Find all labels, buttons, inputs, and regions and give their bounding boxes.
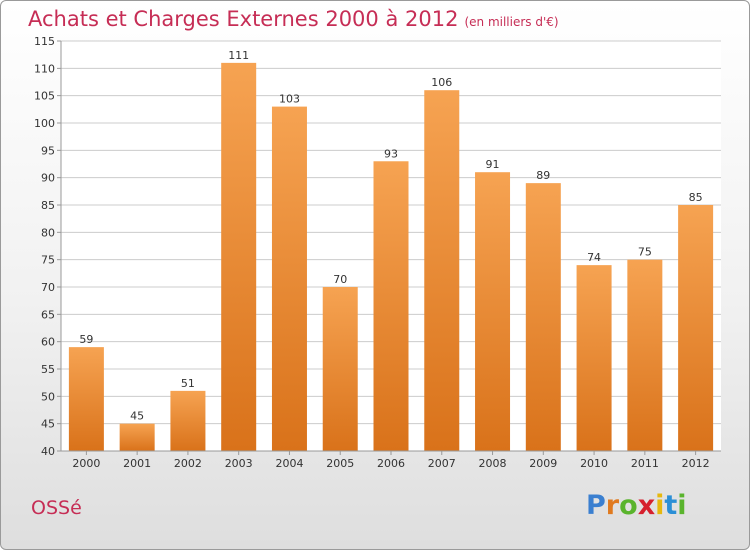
- y-tick-label: 55: [41, 363, 55, 376]
- bar-2008: [475, 172, 511, 451]
- y-tick-label: 90: [41, 172, 55, 185]
- x-tick-label: 2006: [377, 457, 405, 470]
- y-tick-label: 40: [41, 445, 55, 458]
- data-label: 85: [689, 191, 703, 204]
- title-text: Achats et Charges Externes 2000 à 2012: [28, 7, 459, 31]
- logo-letter: o: [619, 490, 638, 521]
- x-tick-label: 2009: [529, 457, 557, 470]
- data-label: 51: [181, 377, 195, 390]
- x-tick-label: 2007: [428, 457, 456, 470]
- y-tick-label: 110: [34, 62, 55, 75]
- data-label: 103: [279, 93, 300, 106]
- y-tick-label: 85: [41, 199, 55, 212]
- x-tick-label: 2001: [123, 457, 151, 470]
- bar-2011: [627, 259, 663, 451]
- chart-title: Achats et Charges Externes 2000 à 2012 (e…: [28, 7, 559, 31]
- x-tick-label: 2002: [174, 457, 202, 470]
- logo-letter: P: [586, 490, 606, 521]
- data-label: 70: [333, 273, 347, 286]
- bar-2005: [322, 287, 358, 451]
- y-tick-label: 75: [41, 254, 55, 267]
- bar-2003: [221, 62, 257, 451]
- data-label: 59: [79, 333, 93, 346]
- data-label: 91: [486, 158, 500, 171]
- logo-letter: t: [664, 490, 678, 521]
- y-tick-label: 80: [41, 226, 55, 239]
- y-tick-label: 70: [41, 281, 55, 294]
- x-tick-label: 2010: [580, 457, 608, 470]
- proxiti-logo: Proxiti: [586, 490, 687, 521]
- bar-2009: [525, 183, 561, 451]
- bar-2012: [678, 205, 714, 451]
- bar-2001: [119, 423, 155, 451]
- data-label: 45: [130, 410, 144, 423]
- data-label: 106: [431, 76, 452, 89]
- y-tick-label: 50: [41, 390, 55, 403]
- bar-2004: [271, 106, 307, 451]
- x-tick-label: 2004: [275, 457, 303, 470]
- y-tick-label: 65: [41, 308, 55, 321]
- x-tick-label: 2008: [479, 457, 507, 470]
- commune-name: OSSé: [31, 497, 82, 519]
- logo-letter: i: [677, 490, 687, 521]
- logo-letter: x: [637, 490, 656, 521]
- chart-subtitle: (en milliers d'€): [464, 15, 559, 29]
- y-tick-label: 45: [41, 418, 55, 431]
- x-tick-label: 2012: [682, 457, 710, 470]
- y-tick-label: 100: [34, 117, 55, 130]
- bar-2000: [68, 347, 104, 451]
- y-tick-label: 95: [41, 144, 55, 157]
- data-labels: 59 45 51 111 103 70 93 106 91 89 74 75 85: [79, 49, 702, 423]
- x-tick-label: 2005: [326, 457, 354, 470]
- data-label: 93: [384, 147, 398, 160]
- data-label: 74: [587, 251, 601, 264]
- x-tick-label: 2011: [631, 457, 659, 470]
- bar-2006: [373, 161, 409, 451]
- data-label: 89: [536, 169, 550, 182]
- y-tick-label: 60: [41, 336, 55, 349]
- logo-letter: r: [605, 490, 620, 521]
- data-label: 75: [638, 246, 652, 259]
- bar-2010: [576, 265, 612, 451]
- y-tick-labels: 40 45 50 55 60 65 70 75 80 85 90 95 100 105 110 115: [34, 35, 61, 458]
- bar-2007: [424, 90, 460, 451]
- bar-2002: [170, 390, 206, 451]
- logo-letter: i: [655, 490, 665, 521]
- bars: [68, 62, 714, 451]
- y-tick-label: 115: [34, 35, 55, 48]
- x-tick-label: 2000: [72, 457, 100, 470]
- x-tick-label: 2003: [225, 457, 253, 470]
- data-label: 111: [228, 49, 249, 62]
- y-tick-label: 105: [34, 90, 55, 103]
- x-tick-labels: 2000 2001 2002 2003 2004 2005 2006 2007 2008 2009…: [72, 451, 710, 470]
